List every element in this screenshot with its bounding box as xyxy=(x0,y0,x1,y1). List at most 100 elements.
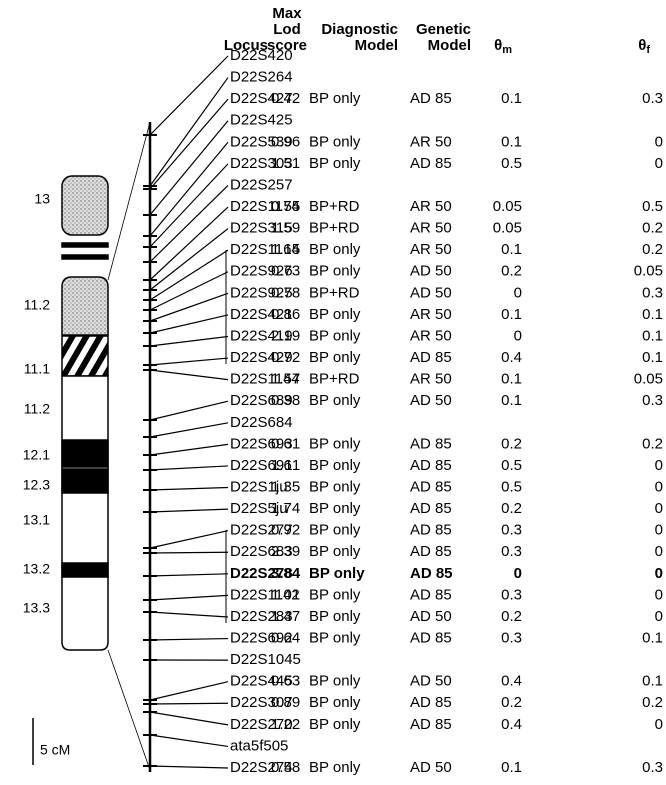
lod-score: 1.57 xyxy=(271,371,300,388)
genetic-model: AR 50 xyxy=(410,306,452,323)
genetic-model: AD 50 xyxy=(410,759,452,776)
theta-m: 0.1 xyxy=(501,392,522,409)
theta-m: 0.4 xyxy=(501,716,522,733)
column-header: Genetic xyxy=(416,21,471,38)
theta-m: 0.5 xyxy=(501,155,522,172)
theta-f: 0.3 xyxy=(642,90,663,107)
diagnostic-model: BP only xyxy=(309,90,361,107)
locus: D22S420 xyxy=(230,47,293,64)
connector xyxy=(150,423,228,437)
connector xyxy=(150,142,228,236)
theta-f: 0 xyxy=(655,565,663,582)
diagnostic-model: BP+RD xyxy=(309,198,360,215)
connector xyxy=(150,639,228,640)
lod-score: 1.74 xyxy=(271,500,300,517)
diagnostic-model: BP+RD xyxy=(309,220,360,237)
connector xyxy=(150,612,228,617)
genetic-model: AD 85 xyxy=(410,716,452,733)
connector xyxy=(150,185,228,262)
connector xyxy=(150,444,228,455)
genetic-model: AD 50 xyxy=(410,673,452,690)
column-header: Model xyxy=(428,37,471,54)
theta-m: 0.05 xyxy=(493,220,522,237)
theta-f: 0.1 xyxy=(642,306,663,323)
theta-m: 0.2 xyxy=(501,694,522,711)
theta-f: 0.3 xyxy=(642,759,663,776)
theta-f: 0.2 xyxy=(642,435,663,452)
diagnostic-model: BP only xyxy=(309,349,361,366)
genetic-model: AD 85 xyxy=(410,457,452,474)
theta-f: 0 xyxy=(655,457,663,474)
theta-m: 0.2 xyxy=(501,500,522,517)
theta-m: 0.05 xyxy=(493,198,522,215)
diagnostic-model: BP only xyxy=(309,457,361,474)
theta-f: 0 xyxy=(655,543,663,560)
theta-f: 0.1 xyxy=(642,327,663,344)
band-label: 11.2 xyxy=(24,401,50,417)
genetic-model: AR 50 xyxy=(410,198,452,215)
band-label: 11.1 xyxy=(24,361,50,377)
connector xyxy=(150,250,228,300)
locus: D22S1045 xyxy=(230,651,301,668)
band-label: 12.1 xyxy=(23,447,50,463)
theta: θ xyxy=(494,37,502,54)
lod-score: 1.15 xyxy=(271,241,300,258)
genetic-model: AD 85 xyxy=(410,565,453,582)
theta-m: 0.4 xyxy=(501,349,522,366)
lod-score: 0.55 xyxy=(271,198,300,215)
theta-m: 0 xyxy=(514,565,522,582)
theta-m: 0.5 xyxy=(501,457,522,474)
connector xyxy=(150,401,228,420)
column-header: Diagnostic xyxy=(321,21,398,38)
scale-label: 5 cM xyxy=(40,742,70,758)
connector xyxy=(150,336,228,346)
lod-score: 3.84 xyxy=(271,565,301,582)
theta-m: 0.1 xyxy=(501,759,522,776)
diagnostic-model: BP only xyxy=(309,392,361,409)
lod-score: 0.92 xyxy=(271,522,300,539)
theta: θ xyxy=(638,37,646,54)
theta-m: 0.1 xyxy=(501,241,522,258)
theta-m: 0.1 xyxy=(501,90,522,107)
genetic-model: AD 85 xyxy=(410,522,452,539)
theta-f: 0.1 xyxy=(642,349,663,366)
band-label: 13 xyxy=(34,191,50,207)
genetic-model: AD 50 xyxy=(410,392,452,409)
genetic-model: AR 50 xyxy=(410,133,452,150)
theta-f: 0 xyxy=(655,586,663,603)
connector xyxy=(150,703,228,704)
theta-m: 0 xyxy=(514,284,522,301)
subscript: m xyxy=(502,44,512,56)
theta-f: 0 xyxy=(655,478,663,495)
connector xyxy=(150,78,228,186)
genetic-model: AR 50 xyxy=(410,241,452,258)
lod-score: 1.51 xyxy=(271,155,300,172)
theta-m: 0.3 xyxy=(501,586,522,603)
genetic-model: AD 85 xyxy=(410,543,452,560)
genetic-model: AD 85 xyxy=(410,500,452,517)
lod-score: 0.38 xyxy=(271,392,300,409)
theta-m: 0.3 xyxy=(501,543,522,560)
theta-f: 0.3 xyxy=(642,392,663,409)
lod-score: 1.47 xyxy=(271,608,300,625)
theta-m: 0.1 xyxy=(501,306,522,323)
band-label: 12.3 xyxy=(23,477,50,493)
theta-f: 0.3 xyxy=(642,284,663,301)
lod-score: 1.01 xyxy=(271,586,300,603)
theta-f: 0.1 xyxy=(642,673,663,690)
diagnostic-model: BP only xyxy=(309,630,361,647)
diagnostic-model: BP only xyxy=(309,241,361,258)
lod-score: 2.39 xyxy=(271,543,300,560)
diagnostic-model: BP only xyxy=(309,565,365,582)
theta-f: 0.05 xyxy=(634,263,663,280)
lod-score: 0.63 xyxy=(271,673,300,690)
theta-m: 0.4 xyxy=(501,673,522,690)
lod-score: 0.73 xyxy=(271,263,300,280)
connector xyxy=(150,229,228,290)
lod-score: 0.89 xyxy=(271,694,300,711)
connector xyxy=(150,466,228,470)
genetic-model: AD 85 xyxy=(410,349,452,366)
connector xyxy=(150,370,228,380)
genetic-model: AD 85 xyxy=(410,630,452,647)
